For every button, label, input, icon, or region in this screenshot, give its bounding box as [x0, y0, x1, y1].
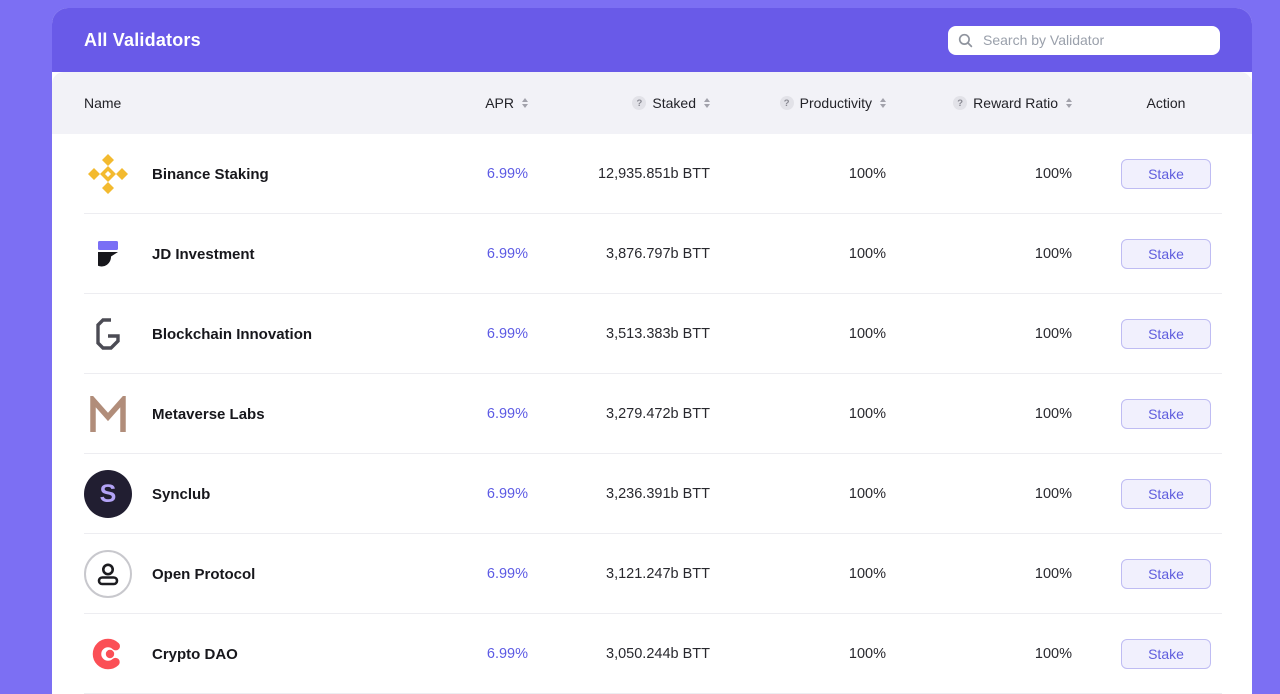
reward-ratio-value: 100%: [1034, 166, 1072, 182]
staked-value: 3,279.472b BTT: [606, 406, 710, 422]
staked-value: 3,513.383b BTT: [606, 326, 710, 342]
validator-name: Crypto DAO: [152, 645, 238, 663]
table-row: S Synclub 6.99% 3,236.391b BTT 100% 100%…: [52, 454, 1252, 534]
help-icon[interactable]: ?: [953, 96, 968, 110]
validator-name: Metaverse Labs: [152, 405, 265, 423]
help-icon[interactable]: ?: [779, 96, 794, 110]
productivity-value: 100%: [848, 326, 886, 342]
sort-icon[interactable]: [880, 98, 886, 108]
staked-value: 3,236.391b BTT: [606, 486, 710, 502]
productivity-value: 100%: [848, 646, 886, 662]
productivity-value: 100%: [848, 406, 886, 422]
table-row: Blockchain Innovation 6.99% 3,513.383b B…: [52, 294, 1252, 374]
reward-ratio-value: 100%: [1034, 406, 1072, 422]
column-header-name: Name: [84, 95, 122, 111]
synclub-icon: S: [84, 470, 132, 518]
validator-name-cell: Open Protocol: [84, 550, 418, 598]
productivity-value: 100%: [848, 246, 886, 262]
validator-name: Synclub: [152, 485, 211, 503]
staked-value: 3,050.244b BTT: [606, 646, 710, 662]
blockchain-innovation-icon: [84, 310, 132, 358]
column-header-productivity[interactable]: ? Productivity: [710, 95, 886, 111]
validator-name-cell: S Synclub: [84, 470, 418, 518]
table-row: Open Protocol 6.99% 3,121.247b BTT 100% …: [52, 534, 1252, 614]
jd-investment-icon: [84, 230, 132, 278]
staked-value: 12,935.851b BTT: [597, 166, 710, 182]
validator-name-cell: Crypto DAO: [84, 630, 418, 678]
productivity-value: 100%: [848, 486, 886, 502]
reward-ratio-value: 100%: [1034, 646, 1072, 662]
apr-value: 6.99%: [486, 566, 528, 582]
search-box: [948, 25, 1220, 55]
table-row: Binance Staking 6.99% 12,935.851b BTT 10…: [52, 134, 1252, 214]
column-header-apr[interactable]: APR: [418, 95, 528, 111]
column-header-action: Action: [1146, 95, 1186, 111]
stake-button[interactable]: Stake: [1121, 239, 1211, 269]
table-row: Crypto DAO 6.99% 3,050.244b BTT 100% 100…: [52, 614, 1252, 694]
stake-button[interactable]: Stake: [1121, 479, 1211, 509]
stake-button[interactable]: Stake: [1121, 639, 1211, 669]
stake-button[interactable]: Stake: [1121, 399, 1211, 429]
sort-icon[interactable]: [1066, 98, 1072, 108]
validator-name: JD Investment: [152, 245, 255, 263]
productivity-value: 100%: [848, 166, 886, 182]
validator-name: Binance Staking: [152, 165, 269, 183]
panel-header: All Validators: [52, 8, 1252, 72]
validator-name-cell: JD Investment: [84, 230, 418, 278]
sort-icon[interactable]: [704, 98, 710, 108]
sort-icon[interactable]: [522, 98, 528, 108]
apr-value: 6.99%: [486, 326, 528, 342]
search-icon: [958, 33, 973, 48]
table-body: Binance Staking 6.99% 12,935.851b BTT 10…: [52, 134, 1252, 694]
productivity-value: 100%: [848, 566, 886, 582]
crypto-dao-icon: [84, 630, 132, 678]
column-header-reward-ratio[interactable]: ? Reward Ratio: [886, 95, 1072, 111]
column-header-staked[interactable]: ? Staked: [528, 95, 710, 111]
apr-value: 6.99%: [486, 486, 528, 502]
validators-panel: All Validators Name APR ? Staked ? Pr: [52, 8, 1252, 694]
staked-value: 3,876.797b BTT: [606, 246, 710, 262]
apr-value: 6.99%: [486, 166, 528, 182]
search-input[interactable]: [981, 31, 1210, 49]
metaverse-labs-icon: [84, 390, 132, 438]
validator-name-cell: Metaverse Labs: [84, 390, 418, 438]
reward-ratio-value: 100%: [1034, 566, 1072, 582]
apr-value: 6.99%: [486, 646, 528, 662]
page-title: All Validators: [84, 29, 201, 50]
reward-ratio-value: 100%: [1034, 246, 1072, 262]
table-row: JD Investment 6.99% 3,876.797b BTT 100% …: [52, 214, 1252, 294]
stake-button[interactable]: Stake: [1121, 319, 1211, 349]
staked-value: 3,121.247b BTT: [606, 566, 710, 582]
stake-button[interactable]: Stake: [1121, 559, 1211, 589]
validator-name: Blockchain Innovation: [152, 325, 313, 343]
stake-button[interactable]: Stake: [1121, 159, 1211, 189]
table-row: Metaverse Labs 6.99% 3,279.472b BTT 100%…: [52, 374, 1252, 454]
validator-name-cell: Blockchain Innovation: [84, 310, 418, 358]
open-protocol-icon: [84, 550, 132, 598]
apr-value: 6.99%: [486, 246, 528, 262]
validator-name: Open Protocol: [152, 565, 256, 583]
apr-value: 6.99%: [486, 406, 528, 422]
table-header: Name APR ? Staked ? Productivity ? Rewar…: [52, 72, 1252, 134]
help-icon[interactable]: ?: [632, 96, 647, 110]
reward-ratio-value: 100%: [1034, 486, 1072, 502]
reward-ratio-value: 100%: [1034, 326, 1072, 342]
validator-name-cell: Binance Staking: [84, 150, 418, 198]
binance-icon: [84, 150, 132, 198]
